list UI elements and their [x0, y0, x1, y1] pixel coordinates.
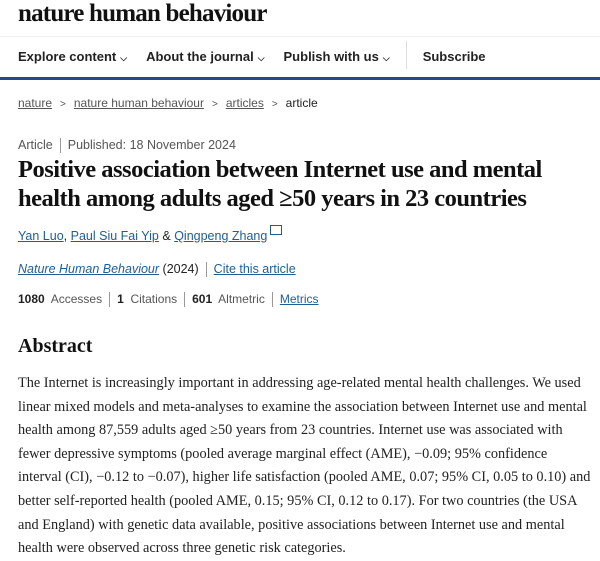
- author-link[interactable]: Paul Siu Fai Yip: [70, 229, 159, 243]
- main-nav: Explore content ⌵ About the journal ⌵ Publ…: [18, 41, 505, 69]
- nav-publish-with-us[interactable]: Publish with us ⌵: [283, 49, 390, 64]
- article-title: Positive association between Internet us…: [18, 156, 542, 212]
- divider: [271, 292, 273, 308]
- chevron-down-icon: ⌵: [257, 53, 265, 63]
- author-link[interactable]: Qingpeng Zhang: [174, 229, 268, 243]
- divider: [205, 262, 207, 278]
- chevron-right-icon: >: [211, 99, 218, 110]
- divider: [0, 36, 600, 37]
- nav-explore-content[interactable]: Explore content ⌵: [18, 49, 128, 64]
- abstract-text: The Internet is increasingly important i…: [18, 375, 591, 557]
- journal-link[interactable]: Nature Human Behaviour: [18, 262, 160, 276]
- chevron-right-icon: >: [271, 99, 278, 110]
- divider: [59, 138, 61, 154]
- chevron-down-icon: ⌵: [120, 53, 128, 63]
- breadcrumb-articles[interactable]: articles: [225, 96, 264, 110]
- nav-accent-bar: [0, 77, 600, 80]
- breadcrumb-nature[interactable]: nature: [18, 96, 53, 110]
- mail-icon[interactable]: [270, 225, 283, 235]
- article-meta: Article Published: 18 November 2024: [18, 138, 236, 154]
- journal-logo[interactable]: nature human behaviour: [18, 0, 267, 27]
- article-metrics: 1080 Accesses 1 Citations 601 Altmetric Met…: [18, 292, 319, 308]
- divider: [184, 292, 186, 308]
- divider: [109, 292, 111, 308]
- cite-this-article-link[interactable]: Cite this article: [213, 262, 296, 276]
- published-date: Published: 18 November 2024: [67, 138, 236, 152]
- breadcrumb-current: article: [285, 96, 318, 110]
- metrics-link[interactable]: Metrics: [279, 292, 319, 306]
- nav-subscribe[interactable]: Subscribe: [422, 49, 486, 64]
- author-link[interactable]: Yan Luo: [18, 229, 64, 243]
- abstract-heading: Abstract: [18, 335, 93, 357]
- journal-citation: Nature Human Behaviour (2024) Cite this a…: [18, 262, 296, 278]
- breadcrumb: nature > nature human behaviour > articles > a…: [18, 96, 318, 110]
- article-type: Article: [18, 138, 53, 152]
- chevron-down-icon: ⌵: [382, 53, 390, 63]
- author-list: Yan Luo, Paul Siu Fai Yip & Qingpeng Zha…: [18, 225, 283, 243]
- breadcrumb-journal[interactable]: nature human behaviour: [73, 96, 204, 110]
- nav-divider: [405, 41, 407, 69]
- chevron-right-icon: >: [60, 99, 66, 110]
- nav-about-journal[interactable]: About the journal ⌵: [146, 49, 265, 64]
